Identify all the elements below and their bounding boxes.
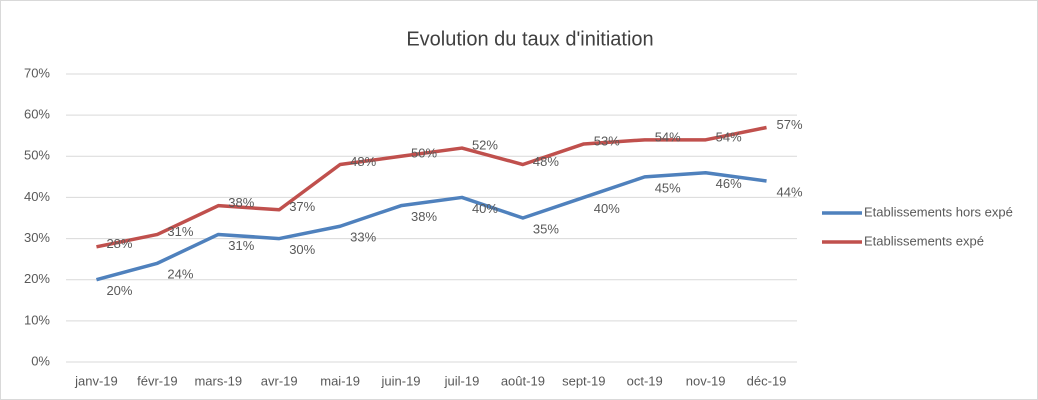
x-tick-label: mai-19 — [320, 373, 360, 388]
data-label: 35% — [533, 221, 559, 236]
x-tick-label: juin-19 — [381, 373, 421, 388]
x-tick-label: déc-19 — [747, 373, 787, 388]
x-tick-label: févr-19 — [137, 373, 177, 388]
data-label: 53% — [594, 133, 620, 148]
y-tick-label: 40% — [24, 189, 50, 204]
data-label: 33% — [350, 230, 376, 245]
x-tick-label: oct-19 — [627, 373, 663, 388]
x-tick-label: mars-19 — [194, 373, 242, 388]
data-label: 24% — [167, 267, 193, 282]
data-label: 38% — [228, 195, 254, 210]
data-label: 48% — [533, 154, 559, 169]
series-line — [96, 170, 767, 282]
x-tick-label: sept-19 — [562, 373, 605, 388]
data-label: 38% — [411, 209, 437, 224]
data-label: 40% — [594, 201, 620, 216]
y-tick-label: 10% — [24, 312, 50, 327]
x-tick-label: juil-19 — [444, 373, 480, 388]
data-label: 31% — [167, 224, 193, 239]
x-tick-label: août-19 — [501, 373, 545, 388]
y-tick-label: 30% — [24, 230, 50, 245]
series-line — [96, 125, 767, 249]
data-label: 54% — [655, 129, 681, 144]
data-label: 37% — [289, 199, 315, 214]
y-tick-label: 0% — [31, 353, 50, 368]
x-tick-label: nov-19 — [686, 373, 726, 388]
data-label: 40% — [472, 201, 498, 216]
data-label: 52% — [472, 137, 498, 152]
legend-label: Etablissements hors expé — [864, 204, 1013, 219]
y-tick-label: 20% — [24, 271, 50, 286]
data-label: 50% — [411, 146, 437, 161]
data-label: 20% — [106, 283, 132, 298]
legend-label: Etablissements expé — [864, 233, 984, 248]
y-tick-label: 70% — [24, 65, 50, 80]
data-label: 46% — [716, 176, 742, 191]
data-label: 28% — [106, 236, 132, 251]
data-label: 44% — [777, 184, 803, 199]
chart-title: Evolution du taux d'initiation — [406, 28, 653, 50]
data-label: 54% — [716, 129, 742, 144]
data-label: 45% — [655, 180, 681, 195]
data-label: 48% — [350, 154, 376, 169]
data-label: 57% — [777, 117, 803, 132]
x-tick-label: avr-19 — [261, 373, 298, 388]
data-label: 30% — [289, 242, 315, 257]
y-tick-label: 60% — [24, 107, 50, 122]
x-tick-label: janv-19 — [74, 373, 118, 388]
data-label: 31% — [228, 238, 254, 253]
y-tick-label: 50% — [24, 148, 50, 163]
